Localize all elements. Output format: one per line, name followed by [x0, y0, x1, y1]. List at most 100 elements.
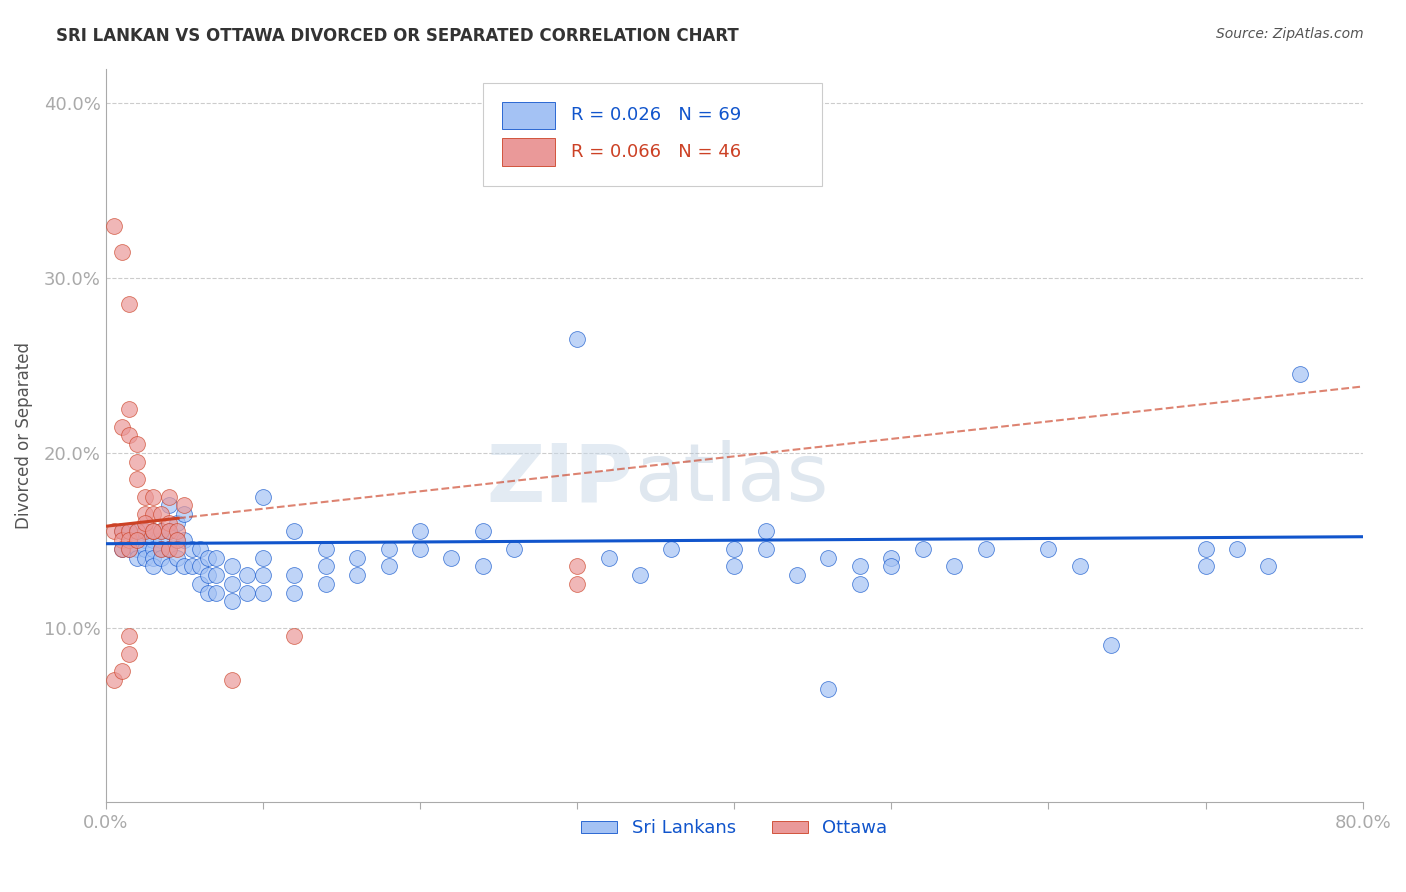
Text: Source: ZipAtlas.com: Source: ZipAtlas.com	[1216, 27, 1364, 41]
Point	[565, 559, 588, 574]
Point	[127, 533, 149, 548]
Point	[134, 533, 156, 548]
Point	[188, 541, 211, 556]
Point	[127, 524, 149, 539]
Text: R = 0.026   N = 69: R = 0.026 N = 69	[571, 106, 741, 125]
Point	[188, 577, 211, 591]
Point	[181, 559, 204, 574]
Point	[166, 550, 188, 565]
Point	[166, 524, 188, 539]
Point	[817, 550, 839, 565]
Point	[849, 577, 872, 591]
Point	[849, 559, 872, 574]
Point	[166, 533, 188, 548]
Point	[346, 568, 368, 582]
Point	[181, 541, 204, 556]
Y-axis label: Divorced or Separated: Divorced or Separated	[15, 342, 32, 529]
Point	[221, 594, 243, 608]
Point	[188, 559, 211, 574]
FancyBboxPatch shape	[502, 138, 554, 166]
Point	[157, 541, 180, 556]
Point	[110, 665, 132, 679]
Point	[723, 559, 745, 574]
Point	[166, 516, 188, 530]
Point	[127, 454, 149, 468]
Point	[118, 541, 141, 556]
Point	[127, 550, 149, 565]
Point	[134, 541, 156, 556]
Point	[142, 541, 165, 556]
Point	[197, 568, 219, 582]
Point	[197, 550, 219, 565]
Point	[134, 516, 156, 530]
Point	[134, 507, 156, 521]
Point	[118, 524, 141, 539]
Point	[173, 498, 195, 512]
Point	[118, 402, 141, 417]
Point	[197, 585, 219, 599]
Point	[142, 559, 165, 574]
Point	[221, 559, 243, 574]
Point	[173, 533, 195, 548]
Point	[661, 541, 683, 556]
Point	[134, 490, 156, 504]
Point	[110, 541, 132, 556]
Point	[157, 490, 180, 504]
Point	[142, 490, 165, 504]
Point	[118, 428, 141, 442]
Point	[118, 297, 141, 311]
Point	[110, 524, 132, 539]
Point	[565, 332, 588, 346]
Point	[204, 585, 226, 599]
Point	[142, 524, 165, 539]
Point	[315, 577, 337, 591]
Point	[110, 419, 132, 434]
Point	[127, 437, 149, 451]
Point	[943, 559, 966, 574]
Point	[252, 568, 274, 582]
Point	[204, 550, 226, 565]
Point	[252, 585, 274, 599]
Point	[103, 673, 125, 687]
Point	[786, 568, 808, 582]
Point	[134, 550, 156, 565]
Point	[1257, 559, 1279, 574]
Point	[134, 524, 156, 539]
Point	[127, 541, 149, 556]
Point	[173, 559, 195, 574]
Point	[911, 541, 934, 556]
Point	[315, 541, 337, 556]
Point	[149, 541, 172, 556]
Point	[149, 524, 172, 539]
Point	[283, 524, 305, 539]
Point	[173, 507, 195, 521]
Point	[118, 629, 141, 643]
Point	[110, 524, 132, 539]
Point	[377, 541, 399, 556]
Point	[142, 507, 165, 521]
Point	[236, 568, 259, 582]
Text: SRI LANKAN VS OTTAWA DIVORCED OR SEPARATED CORRELATION CHART: SRI LANKAN VS OTTAWA DIVORCED OR SEPARAT…	[56, 27, 740, 45]
Point	[503, 541, 526, 556]
Point	[252, 550, 274, 565]
Text: R = 0.066   N = 46: R = 0.066 N = 46	[571, 144, 741, 161]
Point	[149, 524, 172, 539]
Point	[817, 681, 839, 696]
Point	[118, 541, 141, 556]
Point	[221, 577, 243, 591]
Text: atlas: atlas	[634, 441, 828, 518]
Point	[1288, 368, 1310, 382]
Point	[166, 541, 188, 556]
Point	[377, 559, 399, 574]
Point	[134, 524, 156, 539]
Point	[142, 550, 165, 565]
Point	[598, 550, 620, 565]
Point	[1226, 541, 1249, 556]
FancyBboxPatch shape	[482, 83, 823, 186]
Legend: Sri Lankans, Ottawa: Sri Lankans, Ottawa	[574, 812, 894, 845]
Point	[974, 541, 997, 556]
Point	[755, 524, 778, 539]
Point	[723, 541, 745, 556]
Point	[880, 550, 903, 565]
Point	[157, 541, 180, 556]
